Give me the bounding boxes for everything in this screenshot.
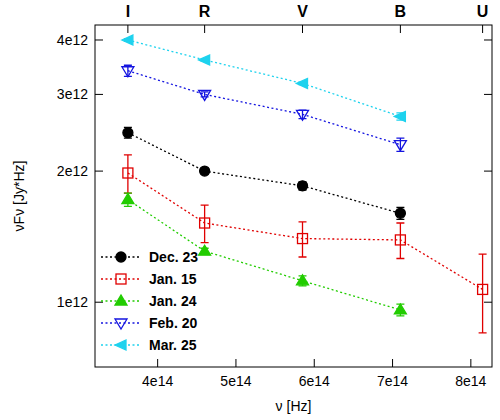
x-tick (470, 359, 471, 367)
data-point (123, 168, 133, 178)
y-tick (484, 94, 492, 95)
legend-marker (116, 274, 126, 284)
legend-line (101, 278, 141, 279)
legend: Dec. 23 Jan. 15 Jan. 24 Feb. 20 Mar. 25 (101, 249, 198, 353)
x-tick-label: 6e14 (299, 373, 330, 389)
data-point (123, 128, 133, 138)
legend-marker (115, 295, 127, 305)
band-tick (302, 25, 303, 33)
error-bar (201, 205, 209, 242)
error-bar (299, 182, 307, 190)
y-tick (484, 302, 492, 303)
band-label: B (395, 3, 407, 20)
legend-label: Mar. 25 (149, 337, 197, 353)
legend-marker (115, 319, 127, 329)
x-tick-label: 8e14 (455, 373, 486, 389)
band-label: I (126, 3, 130, 20)
data-point (122, 35, 133, 45)
chart: 1e12 2e12 3e12 4e12 4e14 5e14 6e14 7e14 8e14 I R V B… (0, 0, 500, 420)
error-bar (299, 222, 307, 257)
x-tick (314, 359, 315, 367)
data-point (478, 284, 488, 294)
data-point (200, 166, 210, 176)
legend-marker (115, 340, 126, 350)
error-bar (124, 155, 132, 193)
y-tick-label: 4e12 (57, 32, 88, 48)
data-point (199, 90, 211, 100)
band-label: U (477, 3, 489, 20)
x-tick (157, 359, 158, 367)
data-point (298, 181, 308, 191)
plot-frame (95, 25, 492, 367)
data-point (199, 245, 211, 255)
y-tick-label: 1e12 (57, 294, 88, 310)
data-point (394, 111, 405, 121)
legend-label: Jan. 24 (149, 293, 197, 309)
legend-marker (116, 252, 126, 262)
legend-line (101, 322, 141, 323)
data-point (199, 55, 210, 65)
series-line (128, 200, 400, 310)
data-point (394, 141, 406, 151)
y-tick-label: 3e12 (57, 86, 88, 102)
series-line (128, 40, 400, 116)
x-tick-label: 4e14 (142, 373, 173, 389)
data-point (297, 78, 308, 88)
y-tick (95, 39, 103, 40)
band-label: V (297, 3, 308, 20)
x-tick-label: 5e14 (220, 373, 251, 389)
error-bar (479, 254, 487, 333)
y-tick (95, 94, 103, 95)
band-label: R (199, 3, 211, 20)
data-point (122, 194, 134, 204)
error-bar (396, 207, 404, 219)
band-tick (482, 25, 483, 33)
error-bar (299, 110, 307, 118)
data-point (297, 275, 309, 285)
data-point (394, 304, 406, 314)
legend-label: Feb. 20 (149, 315, 197, 331)
y-tick (95, 302, 103, 303)
x-tick (235, 359, 236, 367)
y-tick (95, 171, 103, 172)
data-point (200, 218, 210, 228)
legend-label: Dec. 23 (149, 249, 198, 265)
y-tick-label: 2e12 (57, 163, 88, 179)
y-tick (484, 171, 492, 172)
data-point (395, 208, 405, 218)
data-point (298, 234, 308, 244)
x-tick-label: 7e14 (377, 373, 408, 389)
band-tick (127, 25, 128, 33)
legend-label: Jan. 15 (149, 271, 197, 287)
data-point (395, 235, 405, 245)
series-line (128, 133, 400, 214)
series-line (128, 71, 400, 145)
x-axis-title: ν [Hz] (276, 398, 312, 414)
data-layer (122, 35, 488, 333)
data-point (297, 110, 309, 120)
band-tick (400, 25, 401, 33)
data-point (122, 67, 134, 77)
x-tick (392, 359, 393, 367)
y-tick (484, 39, 492, 40)
band-tick (204, 25, 205, 33)
y-axis-title: νFν [Jy*Hz] (11, 161, 27, 232)
error-bar (396, 223, 404, 258)
series-line (128, 173, 483, 289)
error-bar (124, 127, 132, 138)
